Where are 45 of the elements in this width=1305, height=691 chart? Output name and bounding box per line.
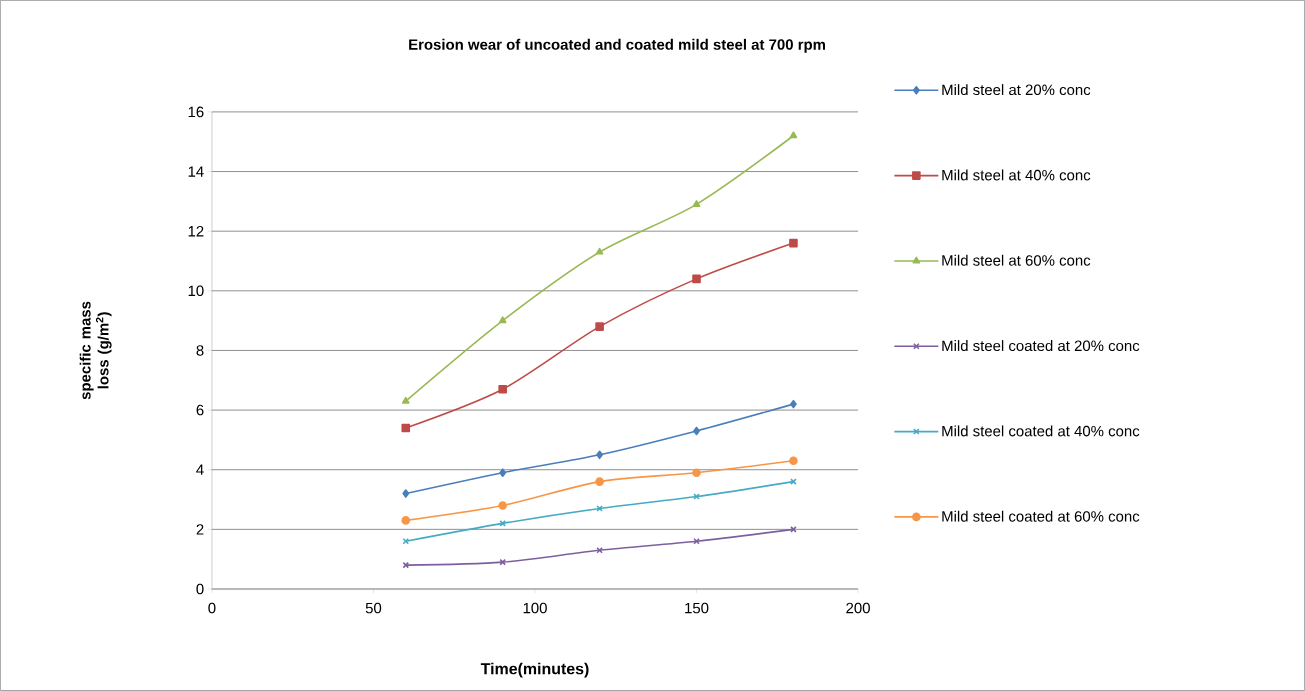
legend-label: Mild steel at 60% conc (942, 254, 1091, 266)
y-tick-label: 16 (188, 106, 204, 118)
legend-label: Mild steel coated at 40% conc (942, 425, 1140, 437)
point (789, 456, 798, 466)
point (499, 468, 507, 478)
point (595, 477, 604, 486)
x-tick-label: 100 (523, 602, 547, 614)
legend-label: Mild steel coated at 20% conc (942, 340, 1140, 352)
x-tick-label: 50 (365, 602, 382, 614)
point (401, 423, 411, 433)
x-tick-label: 150 (685, 602, 709, 614)
point (401, 516, 411, 525)
y-tick-label: 12 (188, 226, 204, 237)
legend-label: Mild steel at 40% conc (942, 169, 1091, 181)
y-tick-label: 14 (188, 166, 204, 177)
y-tick-label: 8 (196, 345, 204, 356)
legend-label: Mild steel coated at 60% conc (942, 510, 1140, 522)
legend-label: Mild steel at 20% conc (942, 84, 1091, 96)
point (693, 426, 700, 436)
y-tick-label: 0 (196, 583, 204, 595)
point (692, 468, 701, 478)
point (595, 322, 604, 331)
point (498, 384, 507, 394)
point (498, 316, 507, 324)
point (402, 489, 410, 498)
y-tick-label: 6 (196, 404, 204, 416)
x-tick-label: 200 (846, 602, 870, 614)
chart-title: Erosion wear of uncoated and coated mild steel at 700 rpm (409, 38, 825, 53)
y-tick-label: 2 (196, 524, 204, 535)
point (693, 493, 700, 500)
y-tick-label: 10 (188, 285, 204, 297)
point (692, 274, 701, 284)
point (595, 247, 604, 255)
point (692, 200, 701, 207)
x-axis-title: Time(minutes) (480, 662, 589, 678)
point (401, 396, 410, 404)
y-tick-label: 4 (196, 464, 204, 475)
point (790, 399, 797, 409)
point (498, 501, 507, 510)
x-tick-label: 0 (208, 602, 216, 614)
point (596, 450, 604, 460)
point (499, 520, 506, 527)
point (596, 505, 603, 512)
point (789, 238, 798, 248)
point (789, 131, 798, 139)
